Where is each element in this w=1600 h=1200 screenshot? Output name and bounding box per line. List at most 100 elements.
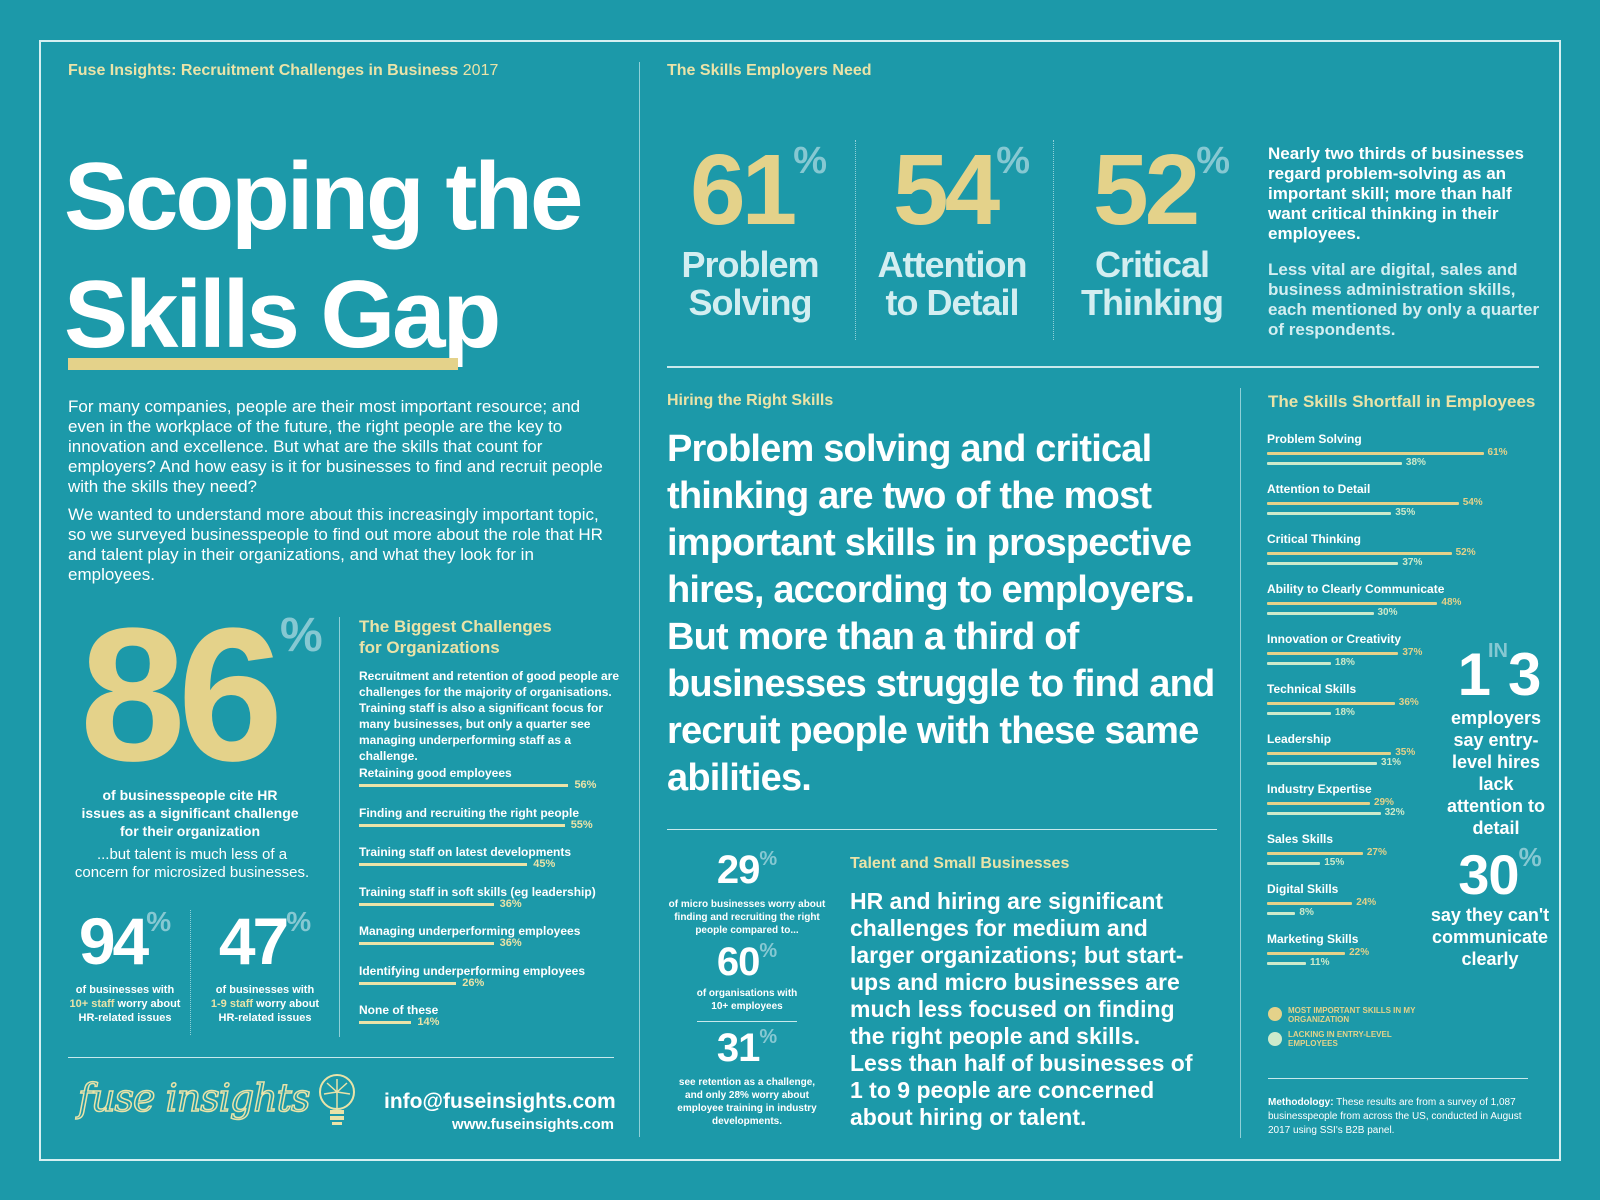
report-kicker: Fuse Insights: Recruitment Challenges in… [68, 62, 498, 80]
challenges-title-line2: for Organizations [359, 638, 500, 657]
shortfall-value-important: 24% [1356, 897, 1377, 908]
stat-divider-1 [855, 140, 856, 340]
challenges-title: The Biggest Challenges for Organizations [359, 616, 552, 658]
shortfall-value-lacking: 15% [1324, 857, 1345, 868]
legend-lacking-b: EMPLOYEES [1288, 1039, 1338, 1048]
stat-problem-solving-percent: % [793, 140, 828, 182]
shortfall-value-lacking: 30% [1377, 607, 1398, 618]
shortfall-bar-lacking [1267, 862, 1321, 865]
challenge-label: Training staff in soft skills (eg leader… [359, 884, 596, 899]
intro-paragraph-1: For many companies, people are their mos… [68, 397, 603, 496]
challenge-label: Managing underperforming employees [359, 924, 581, 938]
shortfall-bar-important [1267, 552, 1452, 555]
shortfall-bar-important [1267, 902, 1353, 905]
methodology-note: Methodology: These results are from a su… [1268, 1096, 1530, 1138]
stat-problem-solving-label-1: Problem [681, 244, 819, 285]
stat-47-caption-b: 1-9 staff [210, 998, 254, 1010]
footer-divider [68, 1057, 614, 1058]
legend-label-lacking: LACKING IN ENTRY-LEVEL EMPLOYEES [1288, 1030, 1392, 1048]
stat-47-percent: % [286, 906, 312, 937]
one-in-three-stat: 1IN3 [1448, 640, 1548, 709]
one-in-three-in: IN [1488, 640, 1508, 662]
thirty-stat: 30% [1440, 842, 1560, 907]
stat-94-value: 94 [78, 904, 149, 978]
thirty-caption: say they can't communicate clearly [1430, 905, 1550, 969]
stat-critical: 52% [1093, 140, 1253, 240]
shortfall-value-lacking: 8% [1299, 907, 1314, 918]
report-kicker-text: Fuse Insights: Recruitment Challenges in… [68, 62, 459, 79]
stat-94-caption: of businesses with 10+ staff worry about… [60, 983, 190, 1025]
shortfall-value-lacking: 18% [1334, 707, 1355, 718]
website-link[interactable]: www.fuseinsights.com [452, 1116, 614, 1133]
challenge-row: Identifying underperforming employees 26% [359, 964, 585, 989]
section-divider-top [667, 366, 1539, 368]
legend-swatch-important [1268, 1007, 1282, 1021]
stat-47: 47% [200, 906, 330, 976]
challenge-bar [359, 863, 528, 866]
methodology-text: These results are from a survey of 1,087… [1268, 1097, 1522, 1136]
contact-email-link[interactable]: info@fuseinsights.com [384, 1090, 616, 1113]
shortfall-label: Sales Skills [1267, 832, 1334, 846]
lightbulb-icon [316, 1070, 358, 1134]
shortfall-label: Problem Solving [1267, 432, 1362, 446]
methodology-divider [1268, 1078, 1528, 1079]
challenge-label: Finding and recruiting the right people [359, 805, 579, 820]
stat-31-caption: see retention as a challenge, and only 2… [677, 1077, 817, 1127]
shortfall-bar-important [1267, 502, 1459, 505]
shortfall-bar-lacking [1267, 762, 1378, 765]
fuse-insights-logo: fuse insights [77, 1075, 311, 1121]
shortfall-bar-lacking [1267, 812, 1381, 815]
stat-31-percent: % [759, 1026, 778, 1048]
stat-94-percent: % [146, 906, 172, 937]
stat-47-value: 47 [218, 904, 289, 978]
stat-attention-percent: % [996, 140, 1031, 182]
stat-problem-solving: 61% [690, 140, 850, 240]
shortfall-value-important: 29% [1373, 797, 1394, 808]
stat-94-caption-a: of businesses with [75, 984, 175, 996]
infographic-frame [39, 40, 1561, 1161]
stat-critical-percent: % [1196, 140, 1231, 182]
shortfall-value-important: 52% [1455, 547, 1476, 558]
stat-47-caption: of businesses with 1-9 staff worry about… [200, 983, 330, 1025]
shortfall-value-important: 48% [1441, 597, 1462, 608]
legend-swatch-lacking [1268, 1032, 1282, 1046]
challenge-label: Retaining good employees [359, 766, 512, 780]
shortfall-value-lacking: 37% [1402, 557, 1423, 568]
shortfall-bar-lacking [1267, 662, 1331, 665]
thirty-value: 30 [1458, 843, 1519, 906]
shortfall-value-important: 35% [1395, 747, 1416, 758]
challenge-value: 55% [570, 818, 593, 831]
legend-lacking-a: LACKING IN ENTRY-LEVEL [1288, 1030, 1392, 1039]
legend-label-important: MOST IMPORTANT SKILLS IN MY ORGANIZATION [1288, 1006, 1415, 1024]
shortfall-column-divider [1240, 388, 1241, 1138]
shortfall-bar-important [1267, 602, 1438, 605]
shortfall-label: Innovation or Creativity [1267, 632, 1402, 646]
legend-important-a: MOST IMPORTANT SKILLS IN MY [1288, 1006, 1416, 1015]
stat-60-caption: of organisations with 10+ employees [696, 988, 798, 1012]
shortfall-value-important: 36% [1398, 697, 1419, 708]
stat-60-percent: % [759, 940, 778, 962]
shortfall-value-important: 54% [1462, 497, 1483, 508]
stat-problem-solving-value: 61 [690, 134, 797, 246]
shortfall-bar-important [1267, 702, 1395, 705]
one-in-three-caption: employers say entry-level hires lack att… [1447, 708, 1545, 838]
shortfall-value-lacking: 38% [1405, 457, 1426, 468]
shortfall-value-important: 37% [1402, 647, 1423, 658]
challenge-row: None of these 14% [359, 1003, 439, 1028]
methodology-label: Methodology: [1268, 1097, 1334, 1108]
shortfall-value-important: 27% [1366, 847, 1387, 858]
stat-divider-2 [1053, 140, 1054, 340]
stat-94-caption-b: 10+ staff [69, 998, 115, 1010]
stat-60-value: 60 [716, 940, 760, 984]
report-year: 2017 [462, 62, 499, 79]
stat-attention-label-1: Attention [877, 244, 1028, 285]
challenge-value: 56% [574, 779, 597, 791]
challenge-row: Managing underperforming employees 36% [359, 924, 581, 949]
challenge-value: 45% [533, 858, 556, 870]
shortfall-value-lacking: 31% [1381, 757, 1402, 768]
micro-stat-divider [697, 1021, 797, 1022]
title-underline [68, 358, 458, 370]
talent-text: HR and hiring are significant challenges… [850, 888, 1193, 1130]
stat-31-value: 31 [716, 1026, 760, 1070]
legend-important-b: ORGANIZATION [1288, 1015, 1350, 1024]
